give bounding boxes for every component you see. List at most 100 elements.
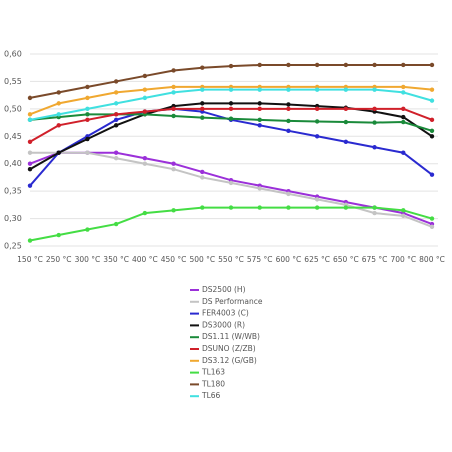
x-tick-label: 400 °C [132, 255, 158, 264]
point [429, 216, 435, 221]
point [27, 183, 33, 188]
point [200, 106, 205, 112]
point [171, 68, 176, 73]
point [228, 205, 234, 210]
point [343, 205, 349, 210]
point [85, 106, 90, 112]
point [401, 150, 406, 155]
point [200, 115, 205, 120]
point [113, 90, 119, 95]
legend-label: TL163 [201, 368, 225, 377]
point [85, 227, 90, 232]
point [314, 62, 320, 68]
point [343, 87, 349, 92]
point [171, 113, 176, 119]
x-tick-label: 700 °C [390, 255, 416, 264]
point [314, 119, 320, 124]
x-tick-label: 500 °C [189, 255, 215, 264]
point [257, 186, 262, 191]
x-tick-label: 675 °C [362, 255, 388, 264]
legend-label: DS3.12 (G/GB) [202, 356, 257, 365]
point [401, 114, 406, 120]
point [401, 106, 406, 112]
point [257, 101, 262, 106]
point [56, 90, 61, 95]
point [171, 208, 176, 213]
point [343, 62, 349, 68]
y-tick-label: 0,50 [4, 104, 22, 113]
point [171, 90, 176, 95]
point [257, 62, 262, 68]
x-tick-label: 650 °C [333, 255, 359, 264]
point [85, 112, 90, 117]
point [286, 62, 291, 68]
point [372, 205, 377, 210]
point [113, 150, 119, 155]
x-tick-label: 600 °C [276, 255, 302, 264]
y-tick-label: 0,35 [4, 187, 22, 196]
point [56, 232, 61, 238]
point [429, 172, 435, 177]
point [228, 116, 234, 121]
point [429, 134, 435, 139]
point [401, 84, 406, 90]
point [372, 62, 377, 68]
point [286, 102, 291, 107]
x-tick-label: 250 °C [46, 255, 72, 264]
point [171, 161, 176, 166]
y-tick-label: 0,45 [4, 132, 22, 141]
point [257, 106, 262, 112]
point [27, 95, 33, 101]
point [113, 117, 119, 123]
point [142, 95, 148, 101]
y-tick-label: 0,40 [4, 159, 22, 168]
y-tick-label: 0,60 [4, 50, 22, 59]
legend-label: TL180 [201, 379, 225, 388]
legend-label: DSUNO (Z/ZB) [202, 344, 256, 353]
point [85, 117, 90, 123]
point [56, 150, 61, 155]
point [401, 208, 406, 213]
point [113, 101, 119, 106]
point [228, 180, 234, 186]
point [372, 145, 377, 150]
point [372, 120, 377, 125]
point [314, 197, 320, 202]
point [113, 79, 119, 84]
y-tick-label: 0,55 [4, 77, 22, 86]
point [85, 84, 90, 90]
point [286, 128, 291, 133]
x-tick-label: 150 °C [17, 255, 43, 264]
point [27, 112, 33, 117]
point [429, 117, 435, 123]
point [142, 210, 148, 216]
point [429, 98, 435, 103]
x-tick-label: 625 °C [304, 255, 330, 264]
point [200, 87, 205, 92]
legend-label: TL66 [201, 391, 221, 400]
point [314, 134, 320, 139]
point [85, 95, 90, 101]
point [113, 156, 119, 161]
point [314, 106, 320, 112]
point [228, 101, 234, 106]
point [286, 118, 291, 124]
x-tick-label: 300 °C [75, 255, 101, 264]
point [401, 62, 406, 68]
point [27, 238, 33, 243]
legend-label: DS3000 (R) [202, 320, 245, 329]
point [171, 167, 176, 172]
point [314, 205, 320, 210]
point [429, 128, 435, 133]
point [142, 161, 148, 166]
point [401, 213, 406, 219]
point [142, 87, 148, 92]
point [171, 84, 176, 90]
point [27, 161, 33, 166]
point [257, 87, 262, 92]
point [257, 123, 262, 128]
point [429, 87, 435, 92]
x-tick-label: 550 °C [218, 255, 244, 264]
point [171, 106, 176, 112]
